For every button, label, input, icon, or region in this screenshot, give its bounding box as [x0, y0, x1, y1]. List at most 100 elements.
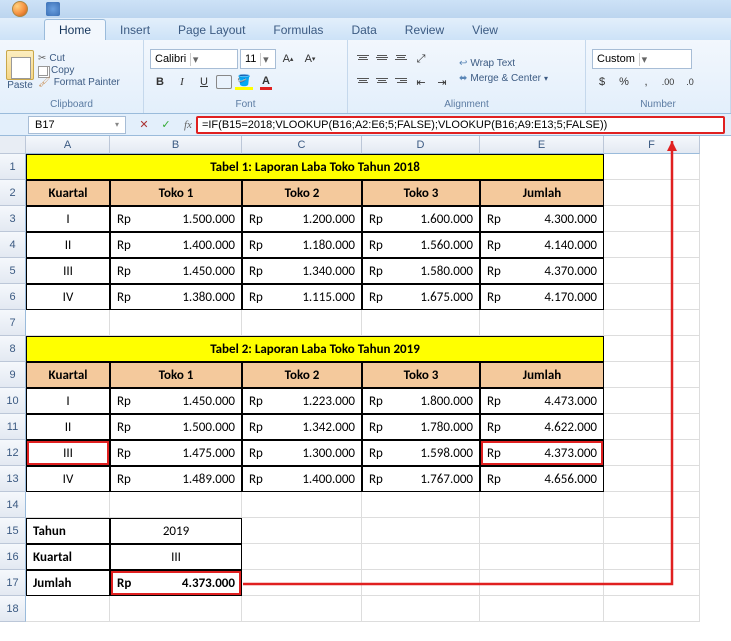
cell[interactable] [362, 310, 480, 336]
cell[interactable]: IV [26, 284, 110, 310]
cell[interactable]: Rp4.170.000 [480, 284, 604, 310]
cell[interactable]: Rp1.380.000 [110, 284, 242, 310]
row-header[interactable]: 1 [0, 154, 26, 180]
number-format-combo[interactable]: Custom▾ [592, 49, 692, 69]
col-header-f[interactable]: F [604, 136, 700, 154]
format-painter-button[interactable]: 🖌Format Painter [38, 77, 120, 88]
paste-button[interactable]: Paste [7, 80, 33, 91]
tab-page-layout[interactable]: Page Layout [164, 20, 259, 40]
col-header-b[interactable]: B [110, 136, 242, 154]
cell[interactable] [26, 492, 110, 518]
cell[interactable]: Toko 3 [362, 180, 480, 206]
percent-button[interactable]: % [614, 72, 634, 92]
cell[interactable] [480, 570, 604, 596]
row-header[interactable]: 2 [0, 180, 26, 206]
cell[interactable] [480, 596, 604, 622]
cell[interactable]: Rp1.500.000 [110, 414, 242, 440]
tab-data[interactable]: Data [337, 20, 390, 40]
cell[interactable]: Kuartal [26, 180, 110, 206]
row-header[interactable]: 3 [0, 206, 26, 232]
cell[interactable]: Tabel 2: Laporan Laba Toko Tahun 2019 [26, 336, 604, 362]
decrease-decimal-button[interactable]: .0 [680, 72, 700, 92]
cell[interactable] [604, 414, 700, 440]
cell[interactable]: Rp1.115.000 [242, 284, 362, 310]
cell[interactable] [242, 596, 362, 622]
row-header[interactable]: 14 [0, 492, 26, 518]
cell[interactable] [604, 258, 700, 284]
cell[interactable]: Jumlah [480, 362, 604, 388]
cell[interactable]: Rp1.600.000 [362, 206, 480, 232]
increase-indent-button[interactable]: ⇥ [432, 72, 452, 92]
font-size-combo[interactable]: 11▾ [240, 49, 276, 69]
cell[interactable]: Toko 2 [242, 180, 362, 206]
comma-button[interactable]: , [636, 72, 656, 92]
cell[interactable]: Kuartal [26, 544, 110, 570]
col-header-c[interactable]: C [242, 136, 362, 154]
cell[interactable]: Toko 3 [362, 362, 480, 388]
cell[interactable] [604, 492, 700, 518]
worksheet-grid[interactable]: A B C D E F 1Tabel 1: Laporan Laba Toko … [0, 136, 731, 641]
italic-button[interactable]: I [172, 72, 192, 92]
cell[interactable]: Rp1.800.000 [362, 388, 480, 414]
cell[interactable]: Toko 1 [110, 362, 242, 388]
cancel-formula-button[interactable]: ✕ [134, 115, 154, 135]
cell[interactable]: Rp1.223.000 [242, 388, 362, 414]
tab-review[interactable]: Review [391, 20, 458, 40]
row-header[interactable]: 18 [0, 596, 26, 622]
align-right-button[interactable] [392, 72, 410, 88]
cell[interactable] [604, 310, 700, 336]
cell[interactable]: Rp4.140.000 [480, 232, 604, 258]
cell[interactable] [242, 518, 362, 544]
increase-decimal-button[interactable]: .00 [658, 72, 678, 92]
cell[interactable] [604, 466, 700, 492]
cell[interactable]: Jumlah [26, 570, 110, 596]
cell[interactable]: Rp1.180.000 [242, 232, 362, 258]
cell[interactable] [604, 362, 700, 388]
align-center-button[interactable] [373, 72, 391, 88]
cell[interactable]: Rp4.370.000 [480, 258, 604, 284]
col-header-d[interactable]: D [362, 136, 480, 154]
cell[interactable] [26, 310, 110, 336]
wrap-text-button[interactable]: ↩Wrap Text [456, 57, 551, 70]
orientation-button[interactable]: ⤢ [411, 49, 431, 69]
cell[interactable]: Rp4.622.000 [480, 414, 604, 440]
row-header[interactable]: 13 [0, 466, 26, 492]
cell[interactable]: Rp1.200.000 [242, 206, 362, 232]
row-header[interactable]: 8 [0, 336, 26, 362]
align-bottom-button[interactable] [392, 49, 410, 65]
cell[interactable] [480, 518, 604, 544]
cell[interactable] [242, 544, 362, 570]
cell[interactable]: III [26, 258, 110, 284]
cell[interactable]: Rp1.475.000 [110, 440, 242, 466]
row-header[interactable]: 15 [0, 518, 26, 544]
row-header[interactable]: 17 [0, 570, 26, 596]
cell[interactable] [362, 518, 480, 544]
cell[interactable]: Rp1.450.000 [110, 388, 242, 414]
fill-color-button[interactable]: 🪣 [234, 72, 254, 92]
align-top-button[interactable] [354, 49, 372, 65]
row-header[interactable]: 10 [0, 388, 26, 414]
row-header[interactable]: 9 [0, 362, 26, 388]
col-header-a[interactable]: A [26, 136, 110, 154]
cell[interactable] [110, 596, 242, 622]
shrink-font-button[interactable]: A▾ [300, 49, 320, 69]
cell[interactable]: IV [26, 466, 110, 492]
cell[interactable]: Rp1.560.000 [362, 232, 480, 258]
cell[interactable]: Rp4.373.000 [110, 570, 242, 596]
cell[interactable] [362, 570, 480, 596]
fx-icon[interactable]: fx [180, 119, 196, 131]
cell[interactable]: Toko 2 [242, 362, 362, 388]
cell[interactable]: Rp1.342.000 [242, 414, 362, 440]
row-header[interactable]: 4 [0, 232, 26, 258]
cell[interactable] [604, 544, 700, 570]
cell[interactable] [604, 336, 700, 362]
cell[interactable] [604, 388, 700, 414]
decrease-indent-button[interactable]: ⇤ [411, 72, 431, 92]
cell[interactable]: Rp1.767.000 [362, 466, 480, 492]
cell[interactable]: Rp1.300.000 [242, 440, 362, 466]
cell[interactable] [604, 518, 700, 544]
office-button[interactable] [0, 0, 40, 18]
cell[interactable] [604, 206, 700, 232]
cell[interactable]: III [26, 440, 110, 466]
cell[interactable] [242, 570, 362, 596]
